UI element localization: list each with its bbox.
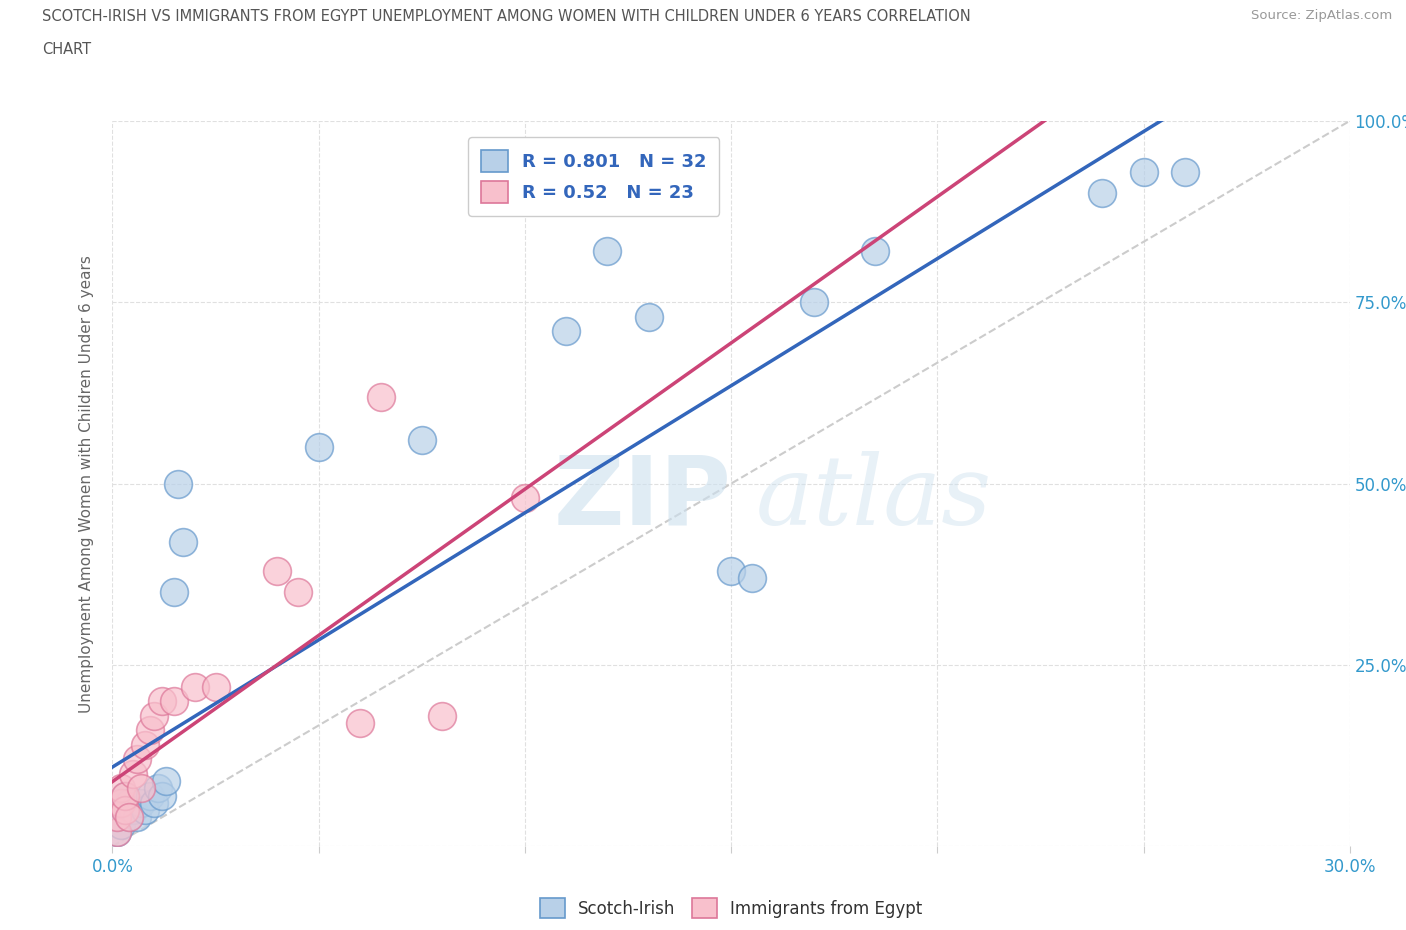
Point (105, 824, 128, 839)
Point (105, 810, 128, 825)
Point (110, 795, 132, 810)
Point (865, 244, 887, 259)
Point (184, 679, 207, 694)
Point (114, 803, 136, 817)
Y-axis label: Unemployment Among Women with Children Under 6 years: Unemployment Among Women with Children U… (79, 255, 94, 712)
Point (163, 585, 186, 600)
Text: atlas: atlas (756, 451, 993, 545)
Point (110, 817, 132, 832)
Point (134, 737, 156, 752)
Point (122, 766, 145, 781)
Point (114, 788, 136, 803)
Point (172, 534, 194, 549)
Text: SCOTCH-IRISH VS IMMIGRANTS FROM EGYPT UNEMPLOYMENT AMONG WOMEN WITH CHILDREN UND: SCOTCH-IRISH VS IMMIGRANTS FROM EGYPT UN… (42, 9, 972, 24)
Point (146, 781, 169, 796)
Point (150, 694, 173, 709)
Point (513, 491, 536, 506)
Point (1091, 186, 1114, 201)
Point (720, 564, 742, 578)
Point (803, 295, 825, 310)
Point (266, 564, 288, 578)
Text: CHART: CHART (42, 42, 91, 57)
Point (142, 709, 165, 724)
Text: Source: ZipAtlas.com: Source: ZipAtlas.com (1251, 9, 1392, 22)
Point (142, 795, 165, 810)
Point (370, 389, 392, 404)
Point (134, 803, 156, 817)
Point (150, 788, 173, 803)
Point (155, 774, 177, 789)
Point (555, 324, 578, 339)
Point (110, 795, 132, 810)
Point (349, 715, 371, 730)
Point (411, 432, 433, 447)
Point (741, 570, 763, 585)
Point (110, 781, 132, 796)
Point (204, 679, 226, 694)
Point (637, 310, 659, 325)
Point (308, 440, 330, 455)
Point (287, 585, 309, 600)
Point (163, 694, 186, 709)
Point (114, 803, 136, 817)
Point (105, 810, 128, 825)
Point (131, 795, 153, 810)
Point (138, 723, 160, 737)
Point (118, 810, 141, 825)
Legend: Scotch-Irish, Immigrants from Egypt: Scotch-Irish, Immigrants from Egypt (533, 891, 929, 925)
Point (127, 751, 149, 766)
Point (167, 476, 190, 491)
Point (118, 795, 141, 810)
Point (1174, 165, 1197, 179)
Point (596, 244, 619, 259)
Point (105, 824, 128, 839)
Point (127, 810, 149, 825)
Point (1132, 165, 1154, 179)
Point (432, 709, 454, 724)
Point (138, 788, 160, 803)
Point (131, 781, 153, 796)
Point (122, 803, 145, 817)
Point (114, 788, 136, 803)
Text: ZIP: ZIP (553, 452, 731, 545)
Point (118, 810, 141, 825)
